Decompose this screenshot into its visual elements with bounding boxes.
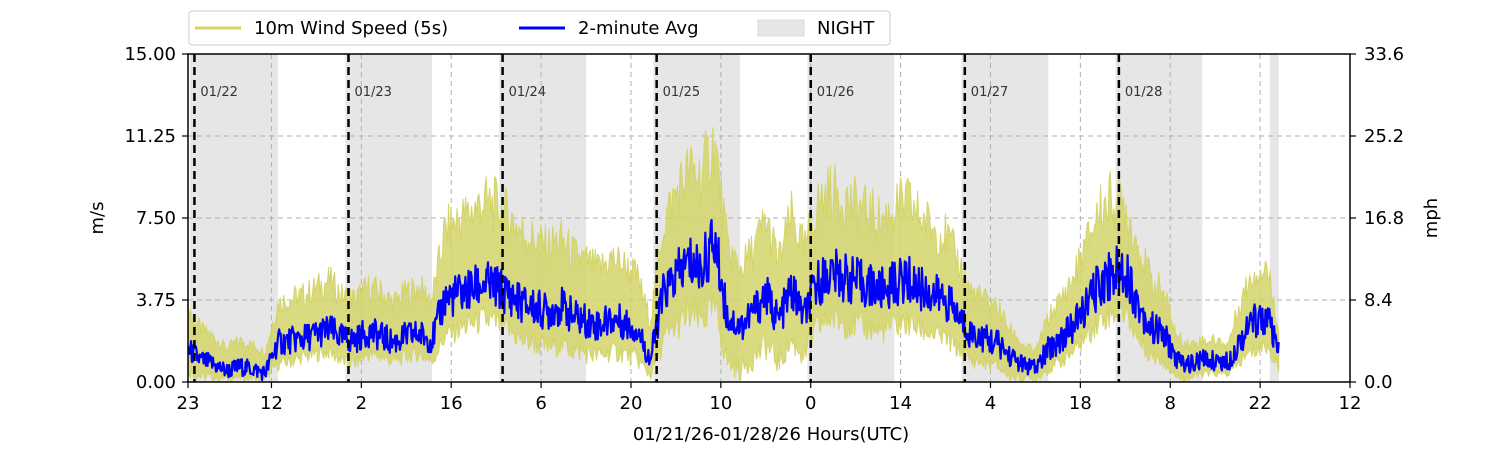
x-tick-label: 8 [1165,393,1176,414]
day-boundary-label: 01/24 [509,85,546,100]
y-right-axis-title: mph [1421,198,1442,238]
x-tick-label: 10 [709,393,732,414]
y-tick-label: 0.00 [136,372,176,393]
day-boundary-label: 01/28 [1125,85,1162,100]
x-tick-label: 18 [1069,393,1092,414]
y-right-tick-label: 16.8 [1364,208,1404,229]
x-tick-label: 20 [620,393,643,414]
night-band [1269,54,1279,382]
legend-label: NIGHT [817,18,875,39]
day-boundary-label: 01/25 [663,85,700,100]
legend-label: 10m Wind Speed (5s) [254,18,448,39]
x-tick-label: 12 [1339,393,1362,414]
y-right-tick-label: 8.4 [1364,290,1393,311]
x-tick-label: 14 [889,393,912,414]
y-axis-title: m/s [87,202,108,235]
day-boundary-label: 01/23 [354,85,391,100]
x-tick-label: 12 [260,393,283,414]
day-boundary-label: 01/22 [200,85,237,100]
x-tick-label: 2 [356,393,367,414]
y-right-tick-label: 25.2 [1364,126,1404,147]
day-boundary-label: 01/26 [817,85,854,100]
legend-swatch [757,19,805,37]
x-tick-label: 6 [535,393,546,414]
x-axis-title: 01/21/26-01/28/26 Hours(UTC) [633,424,909,445]
y-right-tick-label: 0.0 [1364,372,1393,393]
x-tick-label: 4 [985,393,996,414]
x-tick-label: 0 [805,393,816,414]
y-tick-label: 11.25 [124,126,176,147]
x-tick-label: 22 [1249,393,1272,414]
x-tick-label: 23 [177,393,200,414]
y-right-tick-label: 33.6 [1364,44,1404,65]
y-tick-label: 15.00 [124,44,176,65]
y-tick-label: 7.50 [136,208,176,229]
y-tick-label: 3.75 [136,290,176,311]
x-tick-label: 16 [440,393,463,414]
legend-label: 2-minute Avg [578,18,699,39]
day-boundary-label: 01/27 [971,85,1008,100]
series-2-minute-avg [188,218,1280,382]
